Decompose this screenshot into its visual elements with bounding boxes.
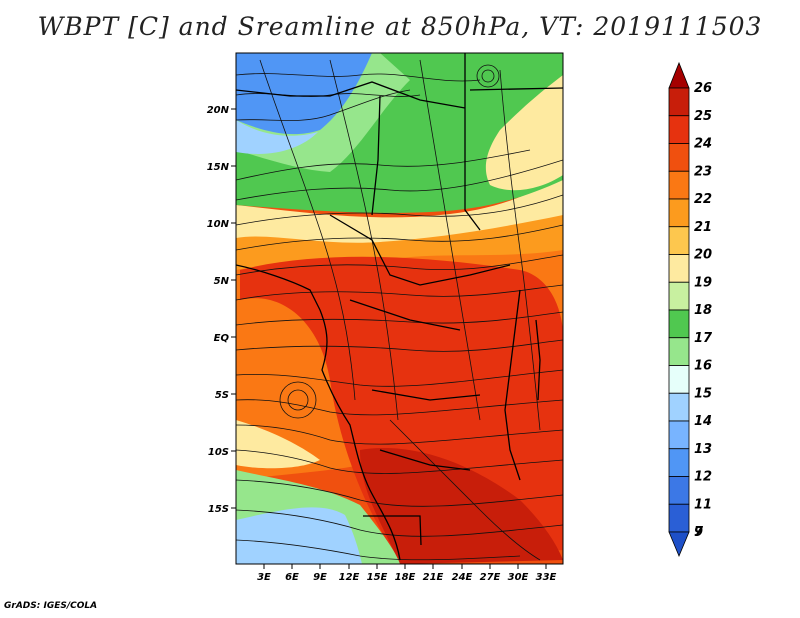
x-tick-label: 24E	[452, 572, 473, 583]
colorbar-label: 17	[694, 331, 713, 346]
colorbar-segment	[668, 503, 690, 533]
y-tick-label: 5N	[214, 276, 230, 287]
colorbar-segment	[668, 198, 690, 228]
y-tick-label: 15N	[207, 162, 230, 173]
colorbar-label: 14	[694, 414, 712, 429]
colorbar-label: 12	[694, 470, 712, 485]
colorbar-segment	[668, 448, 690, 477]
x-tick-label: 3E	[257, 572, 271, 583]
x-tick-label: 9E	[313, 572, 327, 583]
colorbar-label: 25	[694, 109, 712, 124]
colorbar-label: 11	[694, 497, 712, 512]
colorbar-label: 7	[694, 525, 704, 540]
colorbar-segment	[668, 309, 690, 339]
chart-title: WBPT [C] and Sreamline at 850hPa, VT: 20…	[37, 12, 763, 41]
colorbar-labels: 26 25 24 23 22 21 20 19 18 17 16 15 14 13 12 11 97	[694, 81, 713, 540]
wbpt-shading	[236, 53, 563, 564]
colorbar-segment	[668, 87, 690, 117]
x-tick-label: 33E	[536, 572, 557, 583]
colorbar-segment	[668, 143, 690, 172]
y-tick-label: 10S	[208, 447, 229, 458]
plot-frame	[235, 52, 564, 565]
colorbar-segment	[668, 170, 690, 200]
y-tick-label: 5S	[215, 390, 229, 401]
colorbar-label: 20	[694, 248, 712, 263]
colorbar-label: 9	[694, 525, 703, 540]
x-tick-label: 18E	[395, 572, 416, 583]
colorbar-label: 15	[694, 386, 712, 401]
x-tick-label: 15E	[367, 572, 388, 583]
y-tick-label: 10N	[207, 219, 230, 230]
colorbar-segment	[668, 420, 690, 450]
colorbar	[668, 61, 690, 558]
x-axis	[263, 564, 547, 569]
y-tick-label: 20N	[207, 105, 230, 116]
colorbar-label: 16	[694, 359, 712, 374]
colorbar-label: 21	[694, 220, 712, 235]
colorbar-label: 26	[694, 81, 712, 96]
y-tick-label: 15S	[208, 504, 229, 515]
x-tick-label: 21E	[423, 572, 444, 583]
credit-label: GrADS: IGES/COLA	[4, 601, 98, 611]
x-tick-label: 30E	[508, 572, 529, 583]
colorbar-segment	[668, 281, 690, 311]
colorbar-segment	[668, 254, 690, 283]
colorbar-segment	[668, 226, 690, 255]
y-axis	[231, 108, 236, 509]
country-borders	[236, 53, 563, 561]
colorbar-label: 13	[694, 442, 712, 457]
x-tick-label: 27E	[480, 572, 501, 583]
colorbar-label: 18	[694, 303, 712, 318]
colorbar-label: 23	[694, 164, 712, 179]
x-tick-label: 12E	[339, 572, 360, 583]
colorbar-label: 24	[694, 137, 712, 152]
colorbar-segment	[668, 115, 690, 144]
colorbar-segment	[668, 392, 690, 422]
colorbar-cap	[668, 531, 690, 558]
colorbar-segment	[668, 476, 690, 505]
y-tick-label: EQ	[214, 333, 230, 344]
x-tick-label: 6E	[285, 572, 299, 583]
colorbar-segment	[668, 365, 690, 394]
colorbar-label: 22	[694, 192, 712, 207]
colorbar-cap	[668, 61, 690, 89]
colorbar-label: 19	[694, 275, 712, 290]
colorbar-segment	[668, 337, 690, 366]
streamlines	[236, 59, 563, 561]
